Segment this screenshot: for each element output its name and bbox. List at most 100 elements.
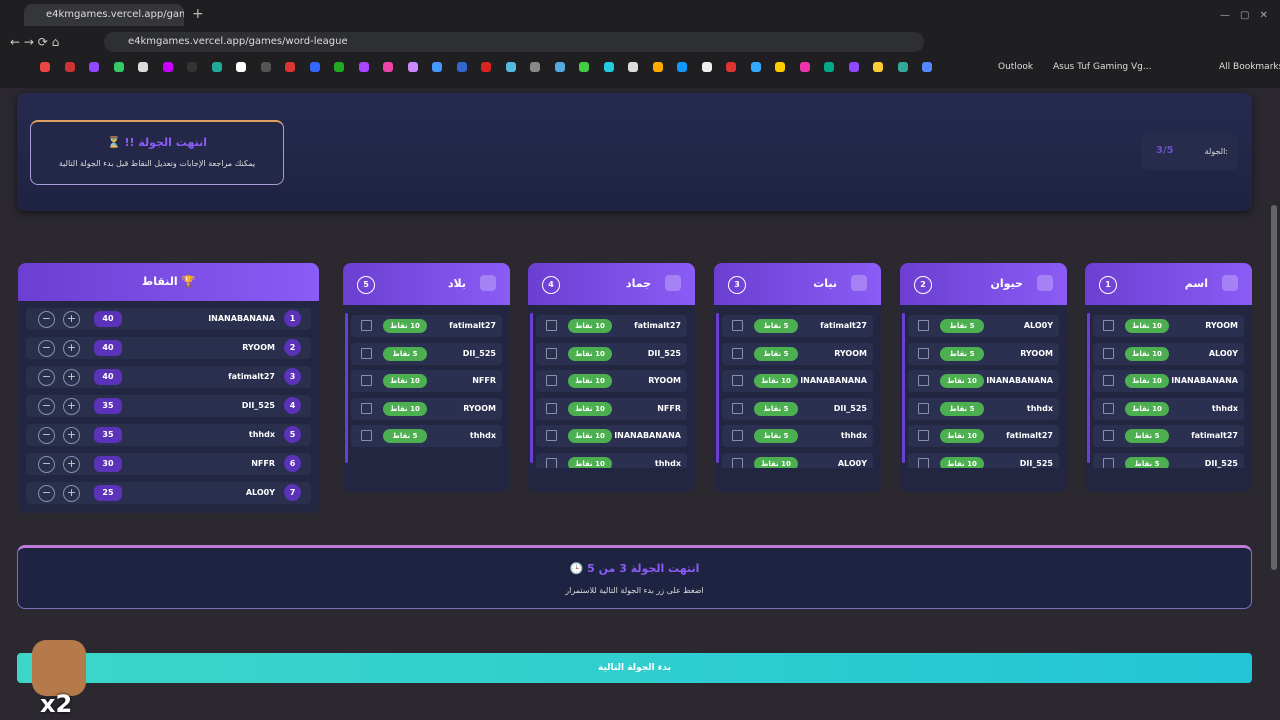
bookmark-icon[interactable] <box>677 62 687 72</box>
nav-buttons[interactable]: ← → ⟳ ⌂ <box>10 35 60 49</box>
remove-point[interactable]: − <box>38 369 55 386</box>
answer-points[interactable]: 10 نقاط <box>1125 401 1169 416</box>
answer-points[interactable]: 10 نقاط <box>383 374 427 388</box>
answer-points[interactable]: 10 نقاط <box>383 401 427 416</box>
answer-points[interactable]: 10 نقاط <box>754 374 798 388</box>
bookmark[interactable]: Asus Tuf Gaming Vg... <box>1053 62 1152 72</box>
remove-point[interactable]: − <box>38 398 55 415</box>
delete-answer[interactable] <box>732 320 743 331</box>
answer-points[interactable]: 10 نقاط <box>568 374 612 388</box>
address-bar[interactable]: e4kmgames.vercel.app/games/word-league <box>104 32 924 52</box>
delete-answer[interactable] <box>918 375 929 386</box>
delete-answer[interactable] <box>1103 457 1114 468</box>
bookmark-icon[interactable] <box>260 62 271 72</box>
bookmark-icon[interactable] <box>407 62 418 72</box>
answer-points[interactable]: 10 نقاط <box>568 346 612 361</box>
delete-answer[interactable] <box>732 430 743 441</box>
answer-points[interactable]: 10 نقاط <box>568 429 612 443</box>
add-point[interactable]: + <box>63 485 80 502</box>
tab[interactable]: e4kmgames.vercel.app/games/ <box>24 4 184 26</box>
delete-answer[interactable] <box>546 375 557 386</box>
bookmark-icon[interactable] <box>236 62 246 72</box>
bookmark-icon[interactable] <box>211 62 222 72</box>
bookmark-icon[interactable] <box>579 62 589 72</box>
add-point[interactable]: + <box>63 427 80 444</box>
add-point[interactable]: + <box>63 311 80 328</box>
bookmark-icon[interactable] <box>726 62 736 72</box>
delete-answer[interactable] <box>732 457 743 468</box>
answer-points[interactable]: 10 نقاط <box>940 456 984 468</box>
answer-points[interactable]: 10 نقاط <box>1125 346 1169 361</box>
bookmark-icon[interactable] <box>358 62 369 72</box>
scrollbar[interactable] <box>1271 205 1277 570</box>
add-point[interactable]: + <box>63 398 80 415</box>
answer-points[interactable]: 10 نقاط <box>568 456 612 468</box>
bookmark-icon[interactable] <box>603 62 614 72</box>
bookmark-icon[interactable] <box>750 62 761 72</box>
delete-answer[interactable] <box>361 402 372 414</box>
bookmark-icon[interactable] <box>775 62 785 72</box>
answer-points[interactable]: 5 نقاط <box>1125 456 1169 468</box>
bookmark-icon[interactable] <box>138 62 148 72</box>
bookmark-icon[interactable] <box>113 62 124 72</box>
answer-points[interactable]: 5 نقاط <box>383 346 427 361</box>
answer-points[interactable]: 5 نقاط <box>754 429 798 443</box>
bookmark[interactable]: Outlook <box>998 62 1034 72</box>
bookmark-icon[interactable] <box>456 62 467 72</box>
delete-answer[interactable] <box>918 402 929 414</box>
bookmark-icon[interactable] <box>309 62 320 72</box>
delete-answer[interactable] <box>546 402 557 414</box>
delete-answer[interactable] <box>361 347 372 359</box>
delete-answer[interactable] <box>361 320 372 331</box>
answer-points[interactable]: 10 نقاط <box>1125 374 1169 388</box>
window-controls[interactable]: — ▢ ✕ <box>1220 10 1268 21</box>
bookmark-icon[interactable] <box>64 62 75 72</box>
answer-points[interactable]: 10 نقاط <box>940 429 984 443</box>
answer-points[interactable]: 5 نقاط <box>754 401 798 416</box>
add-point[interactable]: + <box>63 369 80 386</box>
bookmark-icon[interactable] <box>334 62 344 72</box>
bookmark-icon[interactable] <box>799 62 810 72</box>
bookmark-icon[interactable] <box>848 62 859 72</box>
delete-answer[interactable] <box>1103 375 1114 386</box>
delete-answer[interactable] <box>1103 402 1114 414</box>
bookmark-icon[interactable] <box>383 62 393 72</box>
answer-points[interactable]: 10 نقاط <box>940 374 984 388</box>
bookmark-icon[interactable] <box>505 62 516 72</box>
delete-answer[interactable] <box>732 347 743 359</box>
answer-points[interactable]: 10 نقاط <box>568 401 612 416</box>
remove-point[interactable]: − <box>38 427 55 444</box>
delete-answer[interactable] <box>918 430 929 441</box>
answer-points[interactable]: 5 نقاط <box>940 319 984 333</box>
bookmark-icon[interactable] <box>432 62 442 72</box>
delete-answer[interactable] <box>732 375 743 386</box>
delete-answer[interactable] <box>918 347 929 359</box>
answer-points[interactable]: 5 نقاط <box>940 346 984 361</box>
bookmark-icon[interactable] <box>554 62 565 72</box>
bookmark-icon[interactable] <box>530 62 540 72</box>
delete-answer[interactable] <box>546 347 557 359</box>
answer-points[interactable]: 5 نقاط <box>383 429 427 443</box>
answer-points[interactable]: 5 نقاط <box>940 401 984 416</box>
bookmark-icon[interactable] <box>873 62 883 72</box>
remove-point[interactable]: − <box>38 485 55 502</box>
delete-answer[interactable] <box>546 457 557 468</box>
add-point[interactable]: + <box>63 340 80 357</box>
add-point[interactable]: + <box>63 456 80 473</box>
bookmark-icon[interactable] <box>897 62 908 72</box>
remove-point[interactable]: − <box>38 340 55 357</box>
bookmark-icon[interactable] <box>922 62 932 72</box>
answer-points[interactable]: 5 نقاط <box>1125 429 1169 443</box>
delete-answer[interactable] <box>732 402 743 414</box>
bookmark-icon[interactable] <box>187 62 197 72</box>
delete-answer[interactable] <box>1103 320 1114 331</box>
delete-answer[interactable] <box>918 457 929 468</box>
remove-point[interactable]: − <box>38 311 55 328</box>
bookmark-icon[interactable] <box>40 62 50 72</box>
delete-answer[interactable] <box>1103 347 1114 359</box>
answer-points[interactable]: 10 نقاط <box>754 456 798 468</box>
answer-points[interactable]: 5 نقاط <box>754 319 798 333</box>
delete-answer[interactable] <box>546 320 557 331</box>
answer-points[interactable]: 10 نقاط <box>1125 319 1169 333</box>
answer-points[interactable]: 10 نقاط <box>383 319 427 333</box>
